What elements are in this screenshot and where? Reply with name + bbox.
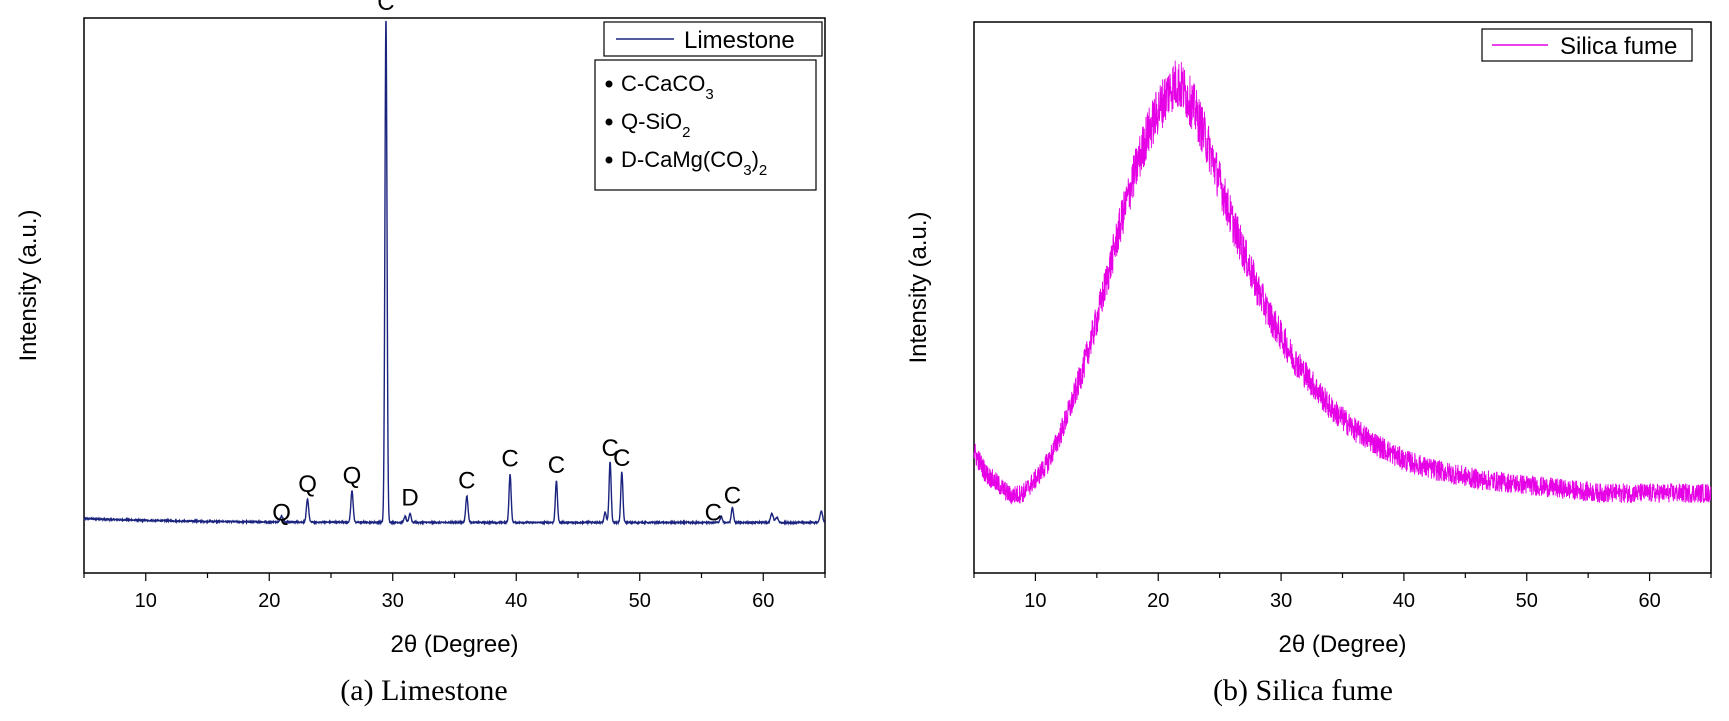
peak-label-D: D bbox=[401, 484, 418, 511]
phase-key-bullet-icon bbox=[605, 118, 613, 126]
silica-fume-legend-label: Silica fume bbox=[1560, 33, 1677, 60]
limestone-tick-label: 20 bbox=[258, 590, 280, 612]
limestone-legend: Limestone bbox=[603, 21, 823, 57]
silica-fume-xrd-series bbox=[973, 60, 1712, 505]
phase-key-formula: Q-SiO bbox=[621, 109, 682, 134]
silica-fume-tick-label: 20 bbox=[1147, 590, 1169, 612]
peak-label-C: C bbox=[377, 0, 394, 16]
peak-label-C: C bbox=[613, 445, 630, 472]
silica-fume-y-axis-label: Intensity (a.u.) bbox=[905, 211, 932, 363]
phase-key-item: Q-SiO2 bbox=[621, 109, 690, 141]
phase-key-bullet-icon bbox=[605, 156, 613, 164]
phase-key-formula: D-CaMg(CO bbox=[621, 147, 743, 172]
phase-key-subscript: 2 bbox=[759, 162, 767, 179]
phase-key-bullet-icon bbox=[605, 80, 613, 88]
limestone-tick-label: 50 bbox=[629, 590, 651, 612]
limestone-y-axis-label: Intensity (a.u.) bbox=[15, 209, 42, 361]
silica-fume-caption: (b) Silica fume bbox=[1213, 674, 1393, 707]
peak-label-Q: Q bbox=[298, 471, 317, 498]
phase-key-item: D-CaMg(CO3)2 bbox=[621, 147, 767, 179]
silica-fume-tick-label: 50 bbox=[1516, 590, 1538, 612]
peak-label-C: C bbox=[601, 435, 618, 462]
silica-fume-tick-label: 30 bbox=[1270, 590, 1292, 612]
phase-key-item: C-CaCO3 bbox=[621, 71, 714, 103]
silica-fume-x-axis-ticks: 10 20 30 40 50 60 bbox=[973, 573, 1712, 612]
phase-key-subscript: 3 bbox=[743, 162, 751, 179]
peak-label-Q: Q bbox=[343, 462, 362, 489]
peak-label-C: C bbox=[458, 467, 475, 494]
limestone-x-axis-label: 2θ (Degree) bbox=[390, 631, 518, 658]
peak-label-Q: Q bbox=[272, 499, 291, 526]
peak-label-C: C bbox=[501, 446, 518, 473]
phase-key-subscript: 2 bbox=[682, 124, 690, 141]
silica-fume-tick-label: 60 bbox=[1638, 590, 1660, 612]
phase-key-formula: C-CaCO bbox=[621, 71, 705, 96]
limestone-legend-label: Limestone bbox=[684, 27, 795, 54]
limestone-caption: (a) Limestone bbox=[340, 674, 507, 707]
silica-fume-legend: Silica fume bbox=[1481, 28, 1693, 62]
silica-fume-tick-label: 40 bbox=[1393, 590, 1415, 612]
limestone-tick-label: 40 bbox=[505, 590, 527, 612]
silica-fume-panel: 10 20 30 40 50 60 2θ (Degree) Intensity (a.u.… bbox=[905, 21, 1712, 707]
phase-key-subscript: 3 bbox=[705, 86, 713, 103]
limestone-x-axis-ticks: 10 20 30 40 50 60 bbox=[83, 573, 826, 612]
limestone-xrd-series bbox=[83, 20, 826, 526]
silica-fume-x-axis-label: 2θ (Degree) bbox=[1278, 631, 1406, 658]
limestone-tick-label: 30 bbox=[382, 590, 404, 612]
limestone-tick-label: 60 bbox=[752, 590, 774, 612]
limestone-tick-label: 10 bbox=[135, 590, 157, 612]
limestone-legend-box bbox=[603, 21, 823, 57]
peak-label-C: C bbox=[548, 452, 565, 479]
phase-key-box bbox=[594, 59, 817, 191]
phase-key-formula-tail: ) bbox=[752, 147, 759, 172]
peak-label-C: C bbox=[705, 499, 722, 526]
silica-fume-tick-label: 10 bbox=[1024, 590, 1046, 612]
peak-label-C: C bbox=[724, 482, 741, 509]
